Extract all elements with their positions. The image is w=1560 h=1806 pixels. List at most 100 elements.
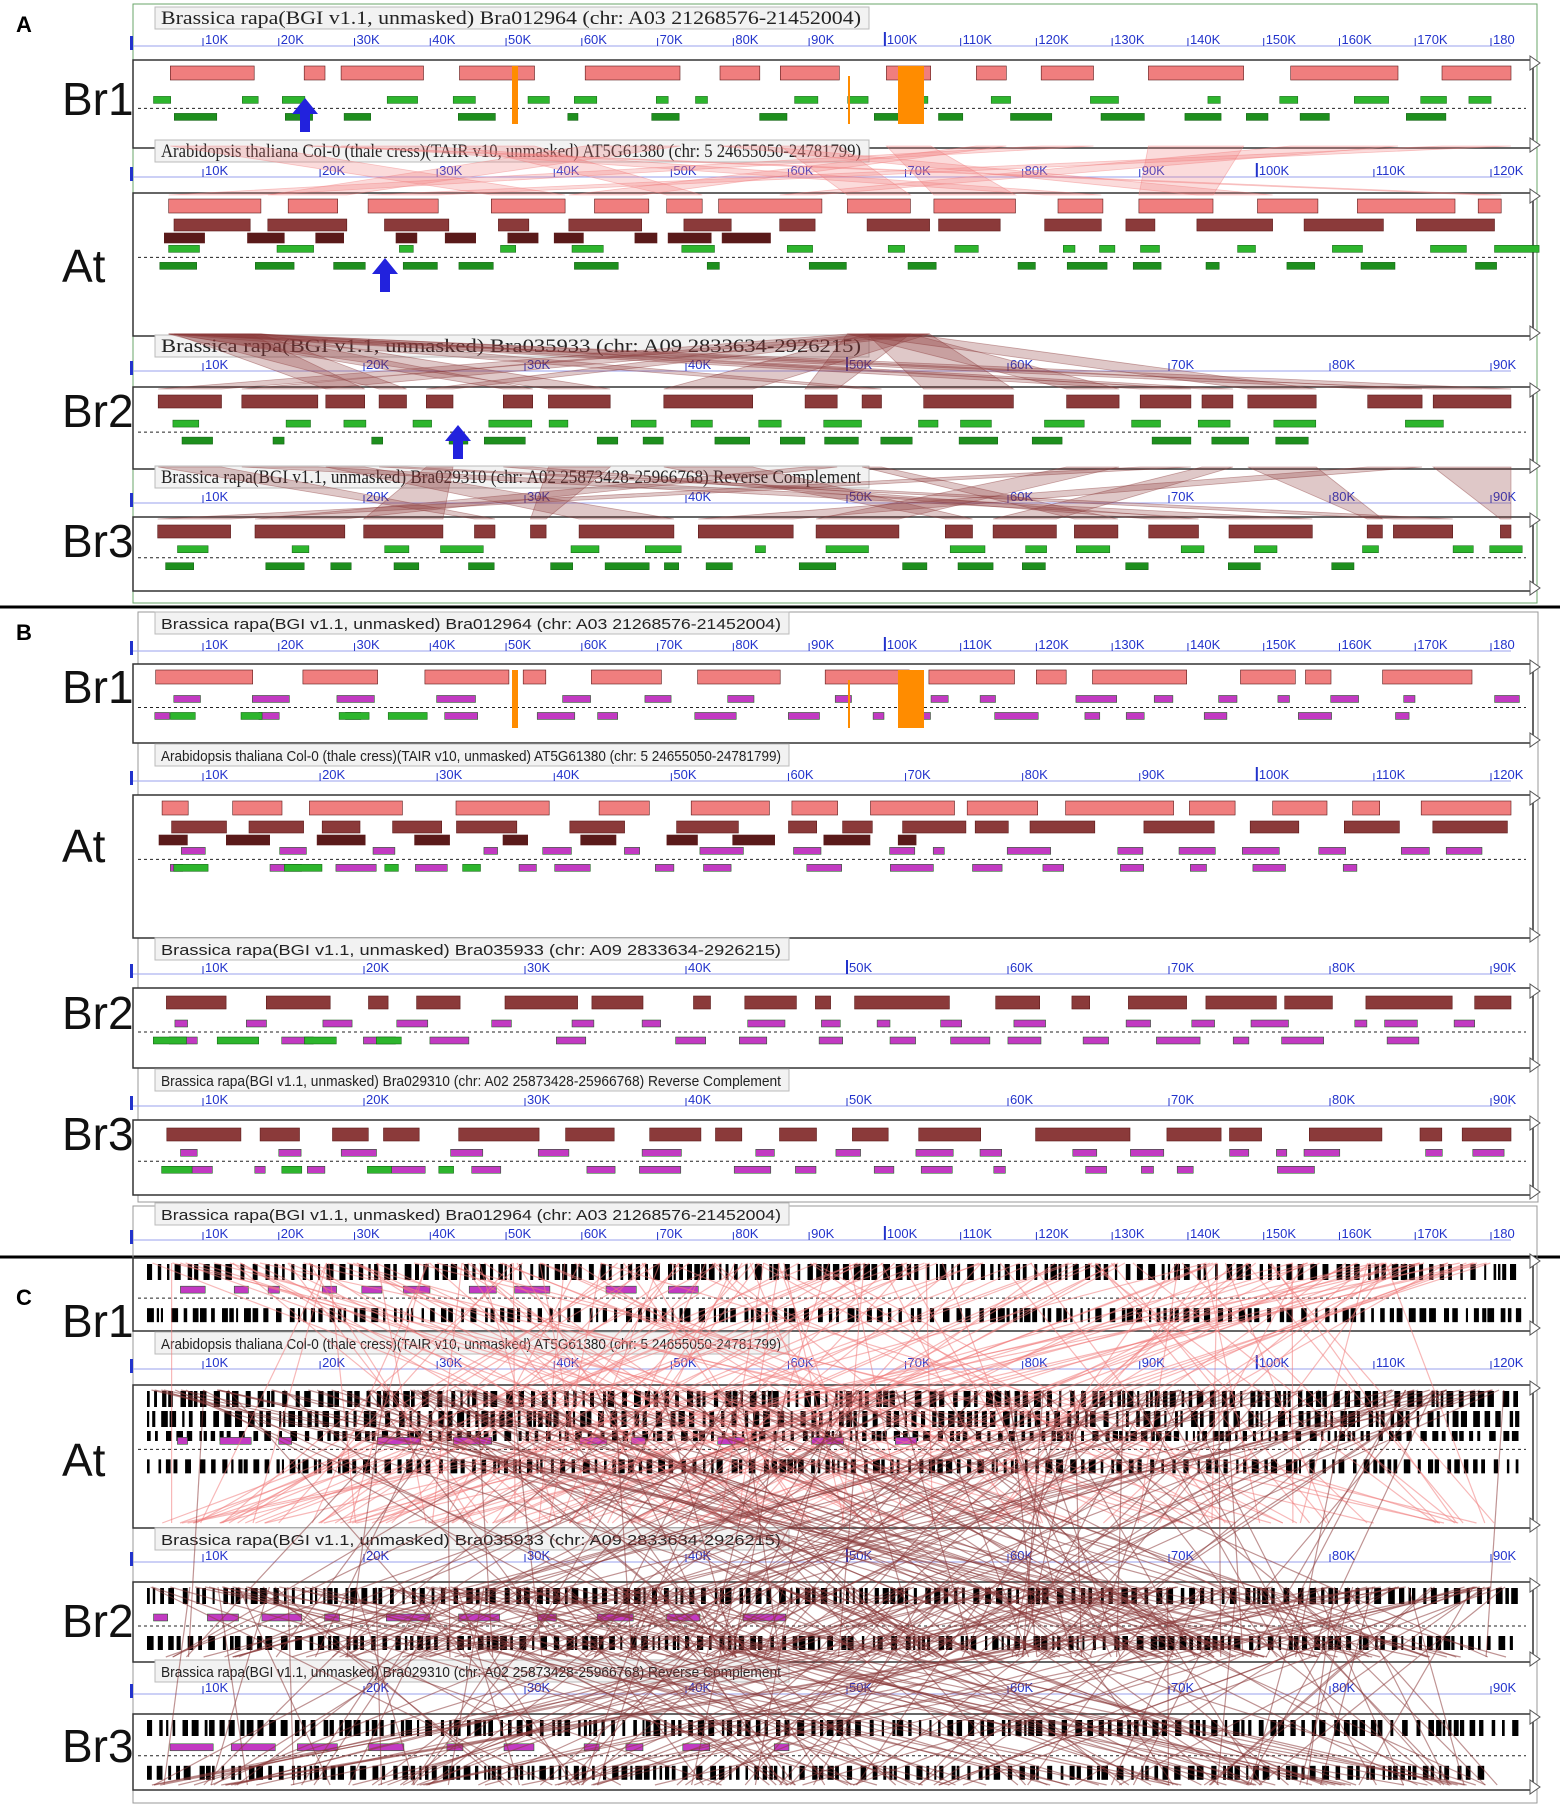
repeat-block — [1405, 1411, 1410, 1427]
hsp-block — [1432, 394, 1512, 409]
repeat-block — [1502, 1391, 1510, 1407]
collapse-triangle-icon — [1529, 790, 1541, 806]
synteny-link — [495, 1262, 1101, 1524]
synteny-link — [844, 1389, 1199, 1658]
synteny-link — [597, 1586, 1129, 1786]
synteny-link — [617, 1586, 852, 1786]
synteny-link — [512, 1389, 1084, 1658]
axis-tick-label: 40K — [432, 32, 455, 47]
gene-feature — [1025, 545, 1047, 553]
repeat-block — [423, 1264, 429, 1280]
synteny-link — [439, 1586, 1099, 1786]
gene-feature — [554, 864, 591, 872]
repeat-block — [1130, 1431, 1137, 1441]
repeat-block — [1095, 1308, 1102, 1323]
synteny-link — [150, 1586, 553, 1786]
hsp-block — [649, 1127, 702, 1142]
repeat-block — [1327, 1431, 1331, 1441]
repeat-block — [1250, 1391, 1256, 1407]
synteny-link — [596, 1586, 664, 1786]
repeat-block — [1117, 1720, 1123, 1736]
repeat-block — [1460, 1411, 1467, 1427]
axis-tick-label: 60K — [790, 767, 813, 782]
synteny-link — [1047, 1389, 1266, 1658]
hsp-block — [367, 198, 439, 214]
repeat-block — [1214, 1459, 1219, 1474]
repeat-block — [603, 1391, 606, 1407]
gene-feature — [153, 96, 171, 104]
gene-feature — [930, 695, 949, 703]
repeat-block — [463, 1765, 471, 1780]
repeat-block — [1180, 1588, 1185, 1604]
repeat-block — [643, 1765, 650, 1780]
repeat-block — [859, 1588, 863, 1604]
gene-feature — [1277, 695, 1290, 703]
repeat-block — [280, 1720, 288, 1736]
repeat-block — [1478, 1636, 1481, 1650]
synteny-link — [195, 1586, 1107, 1786]
hsp-block — [634, 232, 658, 244]
repeat-block — [516, 1720, 523, 1736]
repeat-block — [211, 1459, 216, 1474]
synteny-link — [736, 1262, 780, 1524]
axis-tick-label: 110K — [963, 637, 993, 652]
gene-feature — [436, 695, 476, 703]
repeat-block — [536, 1588, 543, 1604]
repeat-block — [1489, 1431, 1496, 1441]
gene-feature — [1203, 712, 1228, 720]
repeat-block — [811, 1411, 817, 1427]
repeat-block — [253, 1431, 259, 1441]
hsp-block — [697, 524, 794, 539]
repeat-block — [782, 1765, 785, 1780]
synteny-link — [158, 333, 911, 390]
gene-feature — [727, 695, 755, 703]
gene-feature — [880, 436, 913, 445]
repeat-block — [1416, 1411, 1420, 1427]
repeat-block — [1373, 1459, 1378, 1474]
axis-tick-label: 20K — [366, 1092, 389, 1107]
repeat-block — [653, 1720, 661, 1736]
gene-feature — [1044, 419, 1085, 428]
repeat-block — [739, 1459, 743, 1474]
hsp-block — [1240, 669, 1296, 685]
repeat-block — [322, 1411, 329, 1427]
synteny-link — [185, 1389, 681, 1658]
synteny-link — [459, 145, 703, 196]
hsp-block — [416, 995, 461, 1010]
collapse-triangle-icon — [1529, 188, 1541, 204]
repeat-block — [1477, 1391, 1485, 1407]
repeat-block — [1377, 1720, 1383, 1736]
repeat-block — [1416, 1720, 1421, 1736]
axis-tick-label: 20K — [366, 489, 389, 504]
repeat-block — [182, 1411, 185, 1427]
repeat-block — [491, 1765, 496, 1780]
gene-feature — [825, 545, 869, 553]
synteny-link — [240, 1262, 735, 1524]
synteny-link — [1203, 1586, 1485, 1786]
repeat-block — [1473, 1459, 1478, 1474]
species-label: Br3 — [62, 515, 134, 567]
repeat-block — [794, 1459, 797, 1474]
synteny-link — [654, 1586, 1313, 1786]
hsp-block — [1290, 65, 1399, 81]
repeat-block — [1408, 1308, 1416, 1323]
hsp-block — [368, 995, 389, 1010]
axis-tick-label: 50K — [849, 489, 872, 504]
synteny-link — [225, 1586, 1382, 1786]
repeat-block — [1344, 1588, 1351, 1604]
gene-feature — [895, 1437, 917, 1445]
axis-tick-label: 90K — [1493, 357, 1516, 372]
repeat-block — [442, 1264, 448, 1280]
repeat-block — [204, 1720, 208, 1736]
axis-start-marker — [130, 1684, 133, 1698]
gene-feature — [335, 864, 377, 872]
gene-feature — [1420, 96, 1447, 104]
gene-feature — [1489, 545, 1523, 553]
repeat-block — [415, 1264, 419, 1280]
axis-tick-label: 160K — [1341, 32, 1372, 47]
repeat-block — [1458, 1391, 1464, 1407]
gene-feature — [940, 1019, 962, 1028]
repeat-block — [276, 1308, 282, 1323]
gene-feature — [412, 419, 432, 428]
hsp-block — [1092, 669, 1187, 685]
